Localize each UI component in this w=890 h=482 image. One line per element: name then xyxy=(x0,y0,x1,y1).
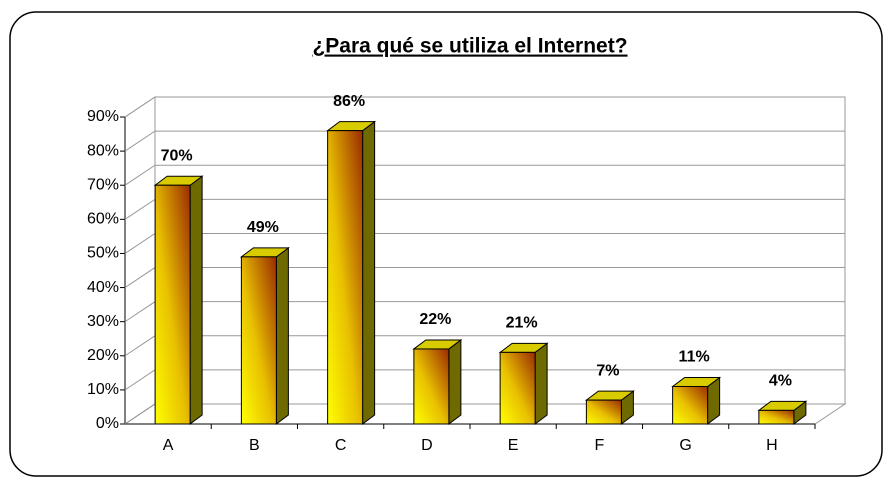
bar xyxy=(758,409,795,425)
bar xyxy=(413,348,450,425)
grid-line xyxy=(124,164,845,186)
bar-side xyxy=(534,342,548,425)
x-tick-label: B xyxy=(249,437,260,454)
grid-line xyxy=(124,96,845,118)
value-label: 4% xyxy=(769,373,792,390)
bar-side xyxy=(275,246,289,425)
bar-side xyxy=(362,120,376,425)
bar xyxy=(585,399,622,425)
bar xyxy=(240,256,277,425)
grid-line xyxy=(124,130,845,152)
value-label: 86% xyxy=(333,93,365,110)
x-tick-label: F xyxy=(594,437,604,454)
chart-title: ¿Para qué se utiliza el Internet? xyxy=(312,35,627,58)
x-tick-label: H xyxy=(766,437,778,454)
y-tick-label: 30% xyxy=(87,313,119,330)
value-label: 49% xyxy=(247,219,279,236)
value-label: 70% xyxy=(161,147,193,164)
value-label: 11% xyxy=(679,349,710,366)
value-label: 22% xyxy=(419,311,451,328)
x-tick-label: C xyxy=(335,437,347,454)
x-tick-label: D xyxy=(421,437,433,454)
y-tick-label: 60% xyxy=(87,211,119,228)
y-tick-label: 40% xyxy=(87,279,119,296)
value-label: 7% xyxy=(596,362,619,379)
bar-side xyxy=(189,175,203,425)
y-tick-label: 10% xyxy=(87,381,119,398)
y-tick-label: 0% xyxy=(96,415,119,432)
bar xyxy=(672,385,709,425)
y-tick-label: 20% xyxy=(87,347,119,364)
y-tick-label: 50% xyxy=(87,245,119,262)
x-tick-label: E xyxy=(508,437,519,454)
bar xyxy=(499,351,536,425)
x-tick-label: G xyxy=(679,437,691,454)
bar xyxy=(327,130,364,425)
y-tick-label: 90% xyxy=(87,108,119,125)
y-tick-label: 80% xyxy=(87,142,119,159)
chart-frame xyxy=(9,11,883,477)
value-label: 21% xyxy=(506,315,538,332)
y-tick-label: 70% xyxy=(87,176,119,193)
bar-side xyxy=(448,338,462,425)
x-tick-label: A xyxy=(163,437,174,454)
bar xyxy=(154,184,191,425)
